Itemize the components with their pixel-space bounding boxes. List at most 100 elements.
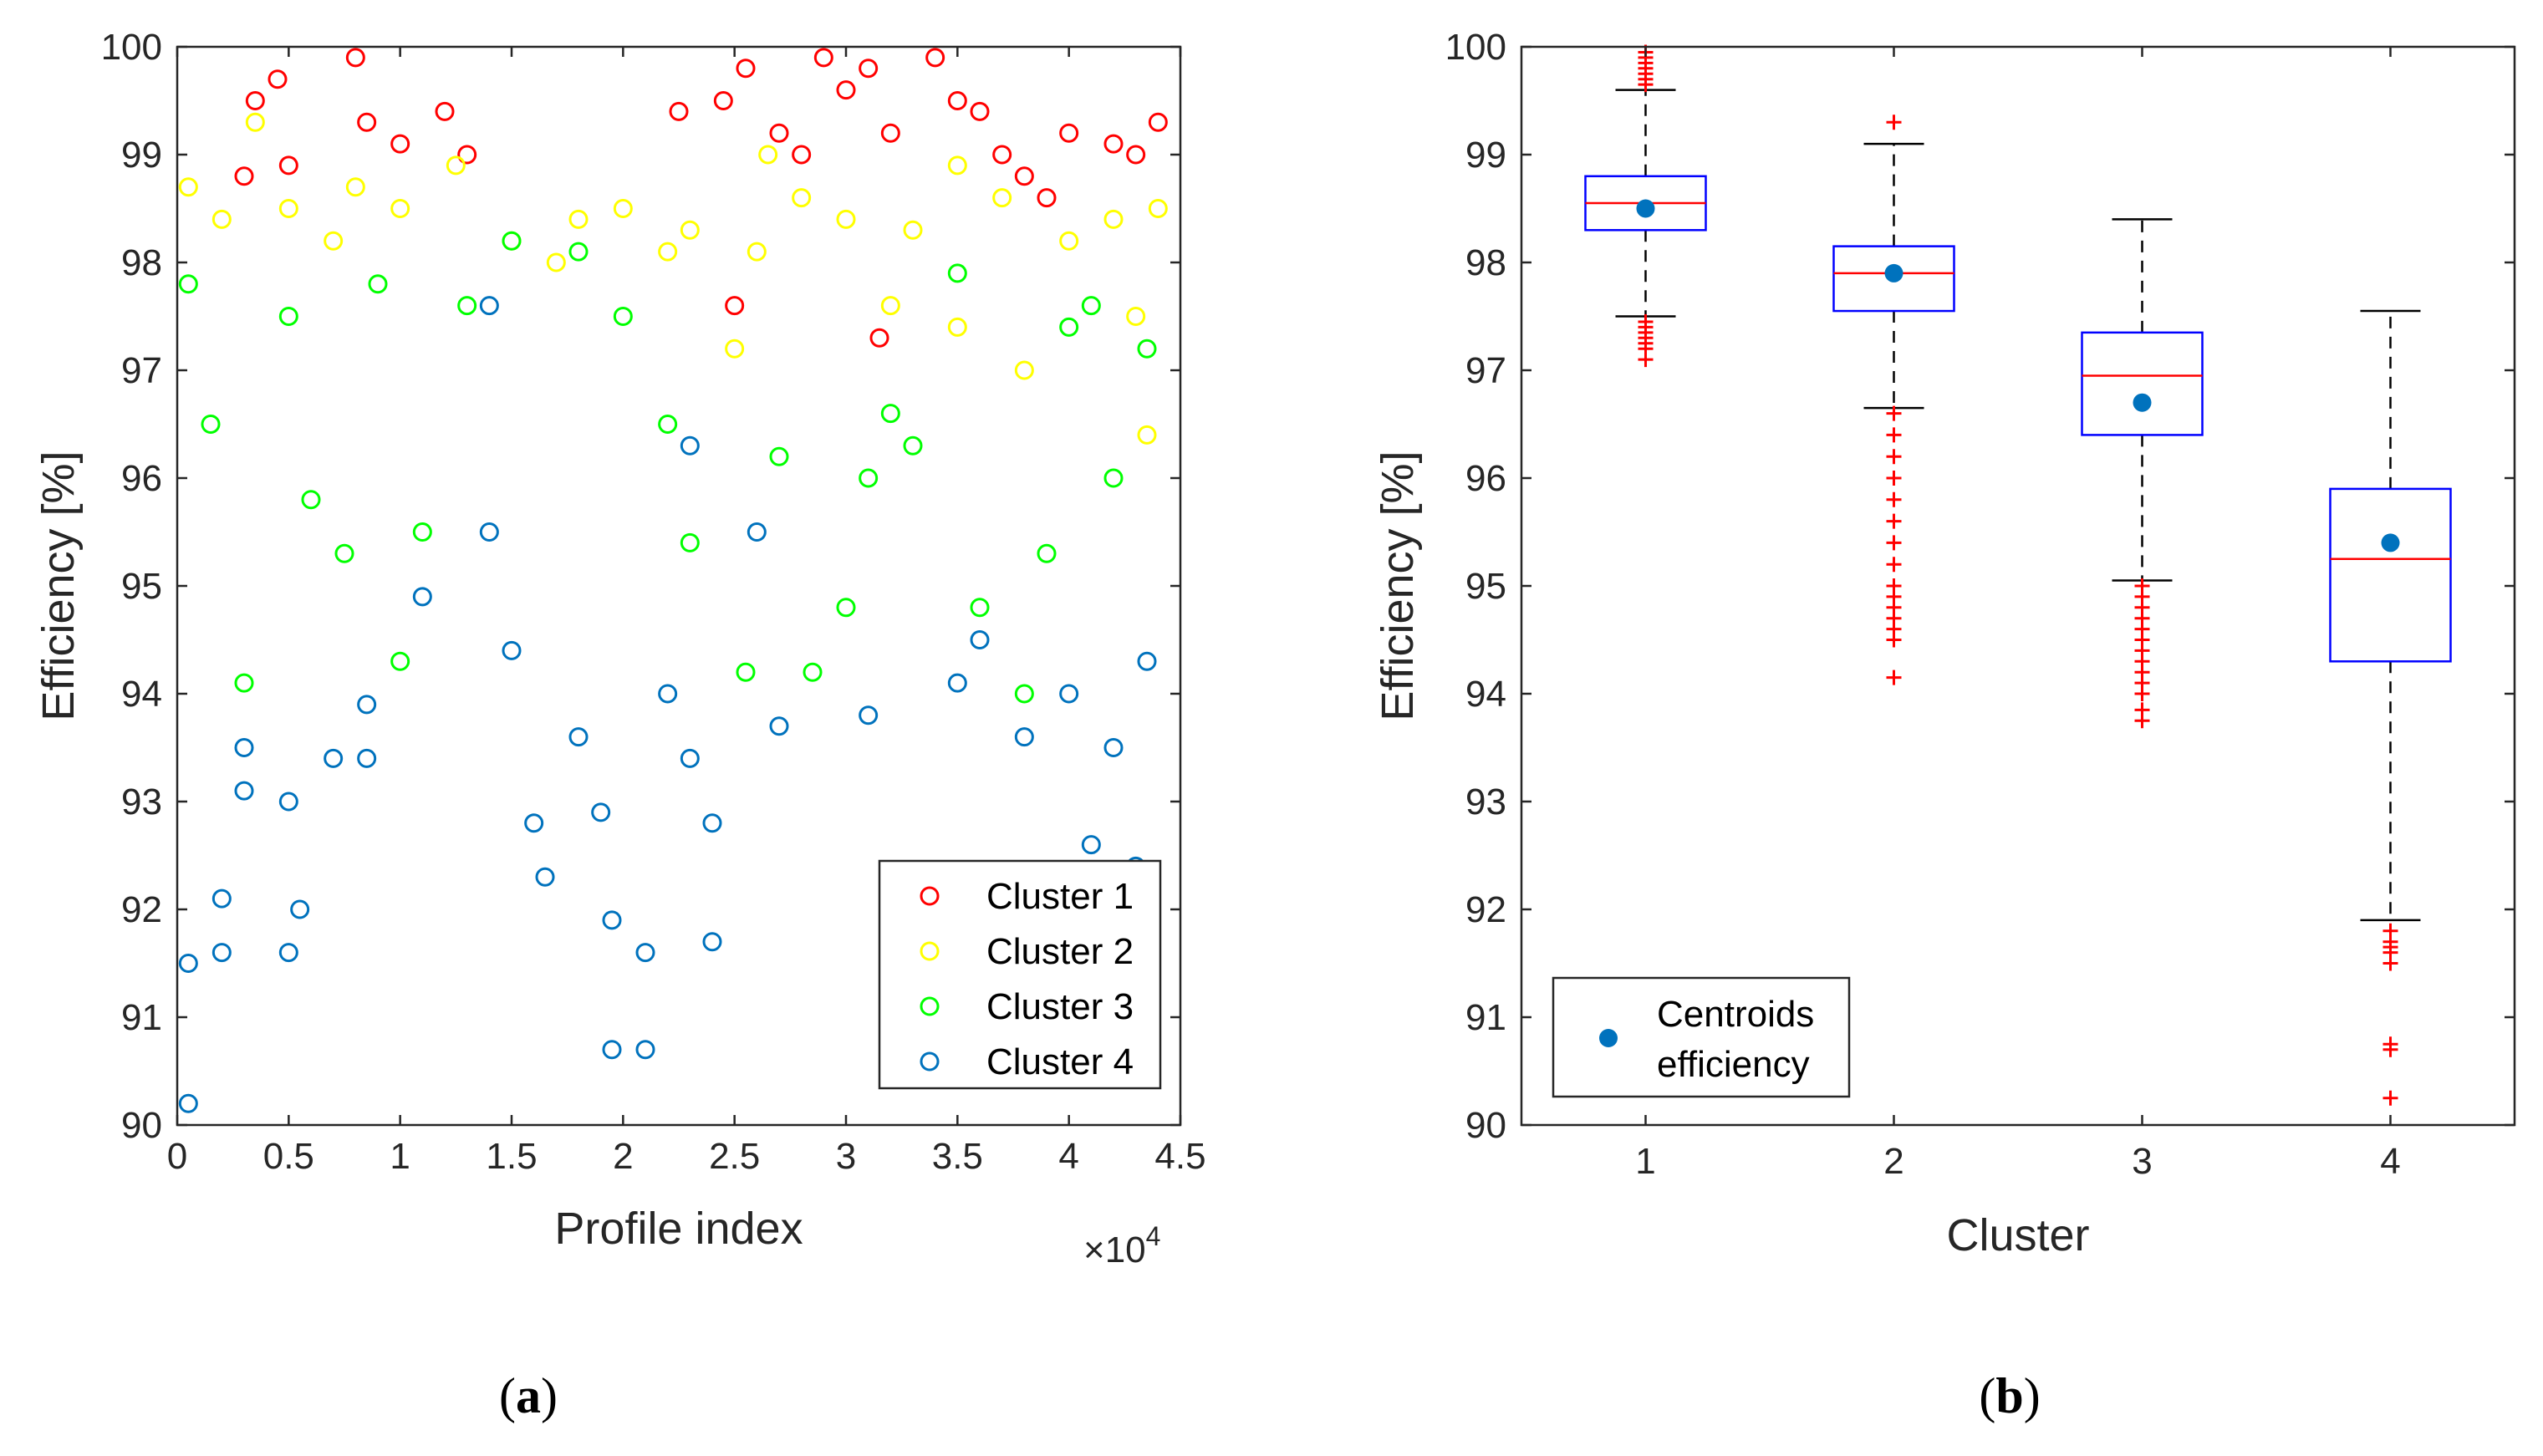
outlier-marker [1886, 449, 1902, 465]
y-tick-label: 91 [1465, 997, 1506, 1038]
data-point [178, 1093, 198, 1113]
data-point [1014, 727, 1034, 747]
legend-box [1552, 976, 1851, 1098]
data-point [635, 1040, 655, 1060]
y-tick-label: 94 [121, 674, 162, 715]
x-tick-label: 2 [1883, 1141, 1903, 1182]
data-point [658, 684, 678, 704]
data-point [903, 220, 923, 240]
data-point [301, 490, 321, 510]
caption-a: (a) [499, 1368, 558, 1423]
iqr-box [2081, 331, 2204, 436]
data-point [947, 673, 967, 693]
y-tick-label: 98 [121, 242, 162, 283]
legend-marker [920, 941, 940, 961]
data-point [880, 123, 900, 143]
data-point [903, 435, 923, 456]
legend-marker [920, 996, 940, 1016]
data-point [658, 242, 678, 262]
legend-marker [920, 886, 940, 906]
data-point [769, 716, 789, 736]
y-tick-label: 97 [1465, 350, 1506, 391]
legend-label: Cluster 1 [986, 876, 1134, 917]
data-point [178, 954, 198, 973]
x-tick-label: 1 [390, 1136, 410, 1177]
x-tick-label: 3 [2132, 1141, 2152, 1182]
data-point [390, 651, 410, 671]
data-point [245, 91, 265, 110]
data-point [278, 199, 298, 218]
data-point [201, 415, 221, 434]
data-point [234, 738, 254, 757]
data-point [792, 188, 812, 208]
outlier-marker [1886, 513, 1902, 529]
scatter-panel: 0 0.5 1 1.5 2 2.5 3 3.5 4 4.5 90 91 92 93 94 95 96 97 98 99… [33, 27, 1206, 1270]
x-axis-label: Profile index [554, 1204, 803, 1254]
centroid-point [1884, 263, 1903, 283]
x-tick-label: 3 [836, 1136, 856, 1177]
outlier-marker [1886, 557, 1902, 573]
data-point [725, 339, 745, 359]
data-point [613, 307, 633, 326]
data-point [412, 522, 432, 542]
data-point [992, 145, 1012, 165]
data-point [568, 242, 589, 262]
legend-box [878, 859, 1162, 1090]
data-point [747, 242, 767, 262]
data-point [658, 415, 678, 434]
data-point [535, 867, 555, 887]
data-point [1014, 166, 1034, 186]
x-tick-label: 4 [1058, 1136, 1078, 1177]
legend-marker [920, 1051, 940, 1072]
plot-area [1521, 47, 2515, 1125]
data-point [680, 220, 700, 240]
y-tick-label: 92 [1465, 889, 1506, 930]
data-point [1126, 145, 1146, 165]
data-point [836, 598, 856, 618]
data-point [970, 630, 990, 649]
data-point [457, 296, 477, 316]
outlier-marker [1886, 578, 1902, 593]
data-point [803, 662, 823, 682]
data-point [1059, 317, 1079, 337]
legend-label: Cluster 2 [986, 931, 1134, 972]
data-point [435, 101, 455, 121]
outlier-marker [1886, 115, 1902, 130]
data-point [412, 587, 432, 607]
data-point [1037, 543, 1057, 563]
data-point [635, 943, 655, 963]
outlier-marker [2134, 578, 2150, 593]
data-point [947, 155, 967, 176]
box-4 [2329, 309, 2452, 1106]
data-point [245, 112, 265, 132]
x-tick-label: 3.5 [932, 1136, 983, 1177]
data-point [1081, 835, 1101, 855]
x-tick-label: 2 [613, 1136, 633, 1177]
iqr-box [2329, 487, 2452, 663]
data-point [357, 695, 377, 715]
data-point [947, 263, 967, 283]
x-tick-label: 4.5 [1154, 1136, 1205, 1177]
data-point [234, 781, 254, 801]
box-1 [1584, 44, 1707, 368]
y-tick-label: 92 [121, 889, 162, 930]
x-tick-label: 0 [167, 1136, 187, 1177]
data-point [925, 48, 945, 68]
data-point [568, 727, 589, 747]
series-1 [234, 48, 1168, 348]
data-point [836, 209, 856, 229]
data-point [970, 598, 990, 618]
data-point [479, 522, 499, 542]
y-tick-label: 98 [1465, 242, 1506, 283]
data-point [702, 813, 722, 833]
data-point [602, 1040, 622, 1060]
data-point [268, 69, 288, 89]
y-axis-label: Efficiency [%] [1373, 451, 1423, 720]
y-tick-label: 95 [1465, 566, 1506, 607]
x-exponent-label: ×104 [1083, 1221, 1160, 1270]
outlier-marker [2134, 702, 2150, 718]
data-point [1148, 112, 1168, 132]
data-point [702, 932, 722, 952]
data-point [278, 792, 298, 812]
